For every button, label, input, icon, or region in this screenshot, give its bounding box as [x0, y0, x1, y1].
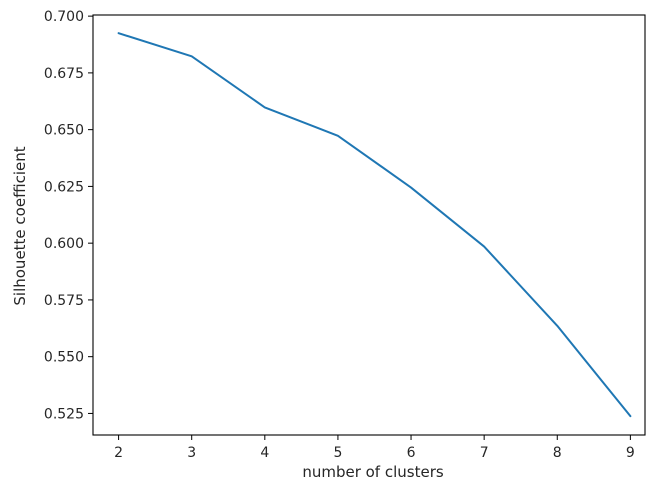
y-tick-label: 0.575	[44, 293, 84, 309]
y-tick-label: 0.650	[44, 123, 84, 139]
y-tick-label: 0.550	[44, 350, 84, 366]
y-tick-label: 0.700	[44, 9, 84, 25]
plot-area	[117, 32, 632, 418]
axes: 2 3 4 5 6 7 8 9 0.525 0.550 0.575 0.600 0.625 0.650 0.…	[44, 9, 646, 461]
series-line	[117, 32, 632, 418]
x-tick-label: 3	[187, 445, 196, 461]
y-axis-label: Silhouette coefficient	[11, 146, 29, 305]
x-tick-label: 5	[333, 445, 342, 461]
y-tick-label: 0.525	[44, 406, 84, 422]
y-tick-label: 0.625	[44, 179, 84, 195]
axes-frame	[92, 14, 646, 436]
x-tick-label: 9	[626, 445, 635, 461]
x-tick-label: 7	[480, 445, 489, 461]
x-tick-label: 8	[553, 445, 562, 461]
x-axis-label: number of clusters	[302, 463, 444, 481]
x-tick-label: 4	[260, 445, 269, 461]
x-tick-label: 2	[114, 445, 123, 461]
y-tick-label: 0.675	[44, 66, 84, 82]
y-tick-label: 0.600	[44, 236, 84, 252]
x-tick-label: 6	[407, 445, 416, 461]
